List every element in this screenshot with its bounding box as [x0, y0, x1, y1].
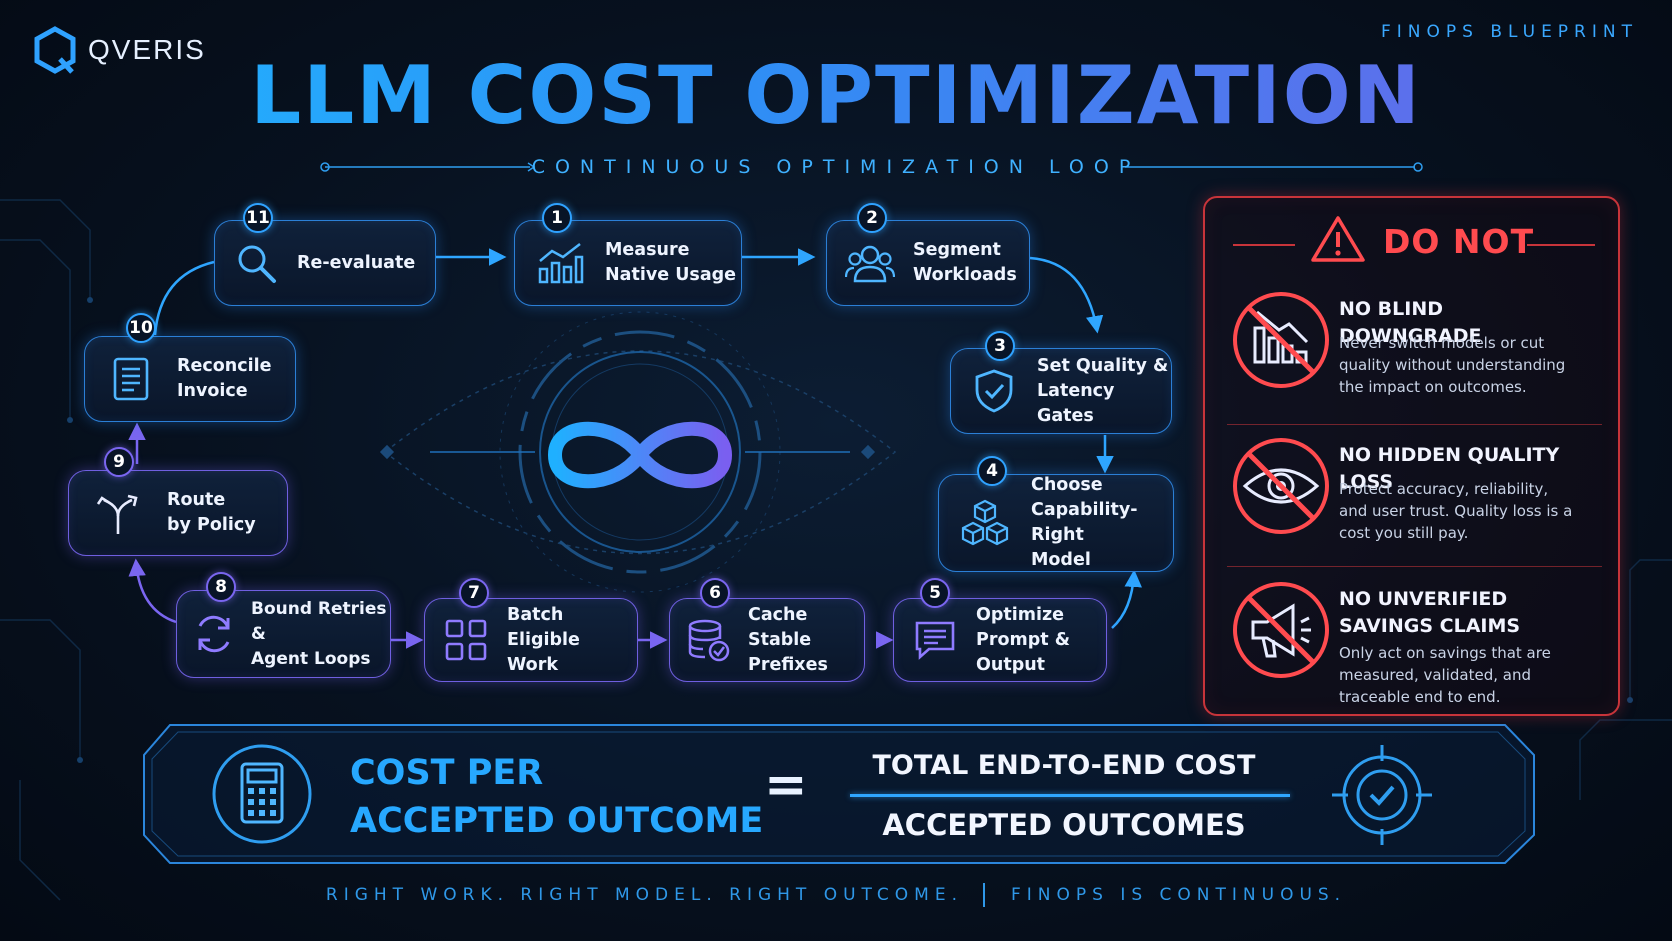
page-title: LLM COST OPTIMIZATION [0, 48, 1672, 144]
step-label: Cache Stable Prefixes [748, 604, 828, 675]
step-label: Bound Retries & Agent Loops [251, 598, 387, 669]
step-reconcile-invoice[interactable]: Reconcile Invoice [84, 336, 296, 422]
step-re-evaluate[interactable]: Re-evaluate [214, 220, 436, 306]
footer-divider [983, 883, 985, 907]
step-choose-capability-right-model[interactable]: Choose Capability-Right Model [938, 474, 1174, 572]
footer-tagline: RIGHT WORK. RIGHT MODEL. RIGHT OUTCOME. F… [0, 883, 1672, 907]
step-label: Route by Policy [167, 490, 256, 535]
footer-right: FINOPS IS CONTINUOUS. [1011, 885, 1347, 905]
step-label: Measure Native Usage [605, 240, 737, 285]
blueprint-tag: FINOPS BLUEPRINT [1381, 22, 1638, 42]
step-label: Set Quality & Latency Gates [1037, 355, 1169, 426]
step-optimize-prompt-output[interactable]: Optimize Prompt & Output [893, 598, 1107, 682]
formula-label: COST PER ACCEPTED OUTCOME [350, 753, 764, 841]
refresh-icon [177, 612, 251, 656]
shield-check-icon [951, 368, 1037, 414]
divider [1227, 566, 1602, 567]
do-not-text-2: Protect accuracy, reliability, and user … [1339, 480, 1573, 542]
loop-subtitle: CONTINUOUS OPTIMIZATION LOOP [531, 156, 1141, 178]
step-badge-3: 3 [985, 331, 1015, 361]
step-badge-7: 7 [459, 578, 489, 608]
fraction-bar [850, 794, 1290, 797]
no-eye-icon [1233, 438, 1329, 534]
infinity-icon [547, 421, 733, 489]
step-label: Batch Eligible Work [507, 604, 580, 675]
step-badge-4: 4 [977, 456, 1007, 486]
equals-sign: = [764, 755, 808, 815]
step-badge-10: 10 [126, 313, 156, 343]
step-badge-11: 11 [243, 203, 273, 233]
do-not-frame [1233, 244, 1595, 246]
step-badge-8: 8 [206, 572, 236, 602]
do-not-heading-1: NO BLIND DOWNGRADE [1339, 298, 1482, 347]
step-route-by-policy[interactable]: Route by Policy [68, 470, 288, 556]
qveris-logo-icon [34, 26, 76, 74]
divider [1227, 424, 1602, 425]
target-check-icon [1332, 745, 1432, 845]
route-split-icon [69, 490, 167, 536]
step-bound-retries-agent-loops[interactable]: Bound Retries & Agent Loops [176, 590, 391, 678]
step-label: Re-evaluate [297, 252, 416, 273]
users-group-icon [827, 241, 913, 285]
do-not-text-1: Never switch models or cut quality witho… [1339, 334, 1566, 396]
step-segment-workloads[interactable]: Segment Workloads [826, 220, 1030, 306]
step-label: Choose Capability-Right Model [1031, 475, 1138, 570]
step-badge-2: 2 [857, 203, 887, 233]
step-label: Reconcile Invoice [177, 356, 272, 401]
database-check-icon [670, 617, 748, 663]
step-label: Optimize Prompt & Output [976, 604, 1070, 675]
step-set-quality-latency-gates[interactable]: Set Quality & Latency Gates [950, 348, 1172, 434]
formula-denominator: ACCEPTED OUTCOMES [882, 808, 1246, 842]
do-not-heading-2: NO HIDDEN QUALITY LOSS [1339, 444, 1560, 493]
no-megaphone-icon [1233, 582, 1329, 678]
step-label: Segment Workloads [913, 240, 1017, 285]
step-batch-eligible-work[interactable]: Batch Eligible Work [424, 598, 638, 682]
footer-left: RIGHT WORK. RIGHT MODEL. RIGHT OUTCOME. [325, 885, 963, 905]
warning-icon [1311, 216, 1365, 262]
brand-logo[interactable]: QVERIS [32, 26, 206, 74]
do-not-title: DO NOT [1383, 222, 1535, 261]
step-badge-9: 9 [104, 447, 134, 477]
step-badge-6: 6 [700, 578, 730, 608]
step-badge-1: 1 [542, 203, 572, 233]
step-badge-5: 5 [920, 578, 950, 608]
grid-squares-icon [425, 618, 507, 662]
chart-growth-icon [515, 241, 605, 285]
do-not-text-3: Only act on savings that are measured, v… [1339, 644, 1551, 706]
cost-formula: COST PER ACCEPTED OUTCOME = TOTAL END-TO… [144, 725, 1534, 863]
do-not-panel: DO NOT NO BLIND DOWNGRADE Never switch m… [1203, 196, 1620, 716]
no-downgrade-icon [1233, 292, 1329, 388]
step-measure-native-usage[interactable]: Measure Native Usage [514, 220, 742, 306]
cubes-icon [939, 498, 1031, 548]
chat-lines-icon [894, 619, 976, 661]
formula-numerator: TOTAL END-TO-END COST [872, 750, 1256, 781]
calculator-icon [212, 744, 312, 844]
brand-name: QVERIS [88, 34, 206, 66]
step-cache-stable-prefixes[interactable]: Cache Stable Prefixes [669, 598, 865, 682]
invoice-icon [85, 356, 177, 402]
do-not-heading-3: NO UNVERIFIED SAVINGS CLAIMS [1339, 588, 1521, 637]
search-icon [215, 241, 297, 285]
